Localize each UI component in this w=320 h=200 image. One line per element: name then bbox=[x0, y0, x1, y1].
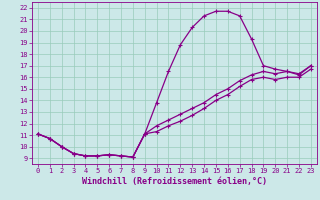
X-axis label: Windchill (Refroidissement éolien,°C): Windchill (Refroidissement éolien,°C) bbox=[82, 177, 267, 186]
